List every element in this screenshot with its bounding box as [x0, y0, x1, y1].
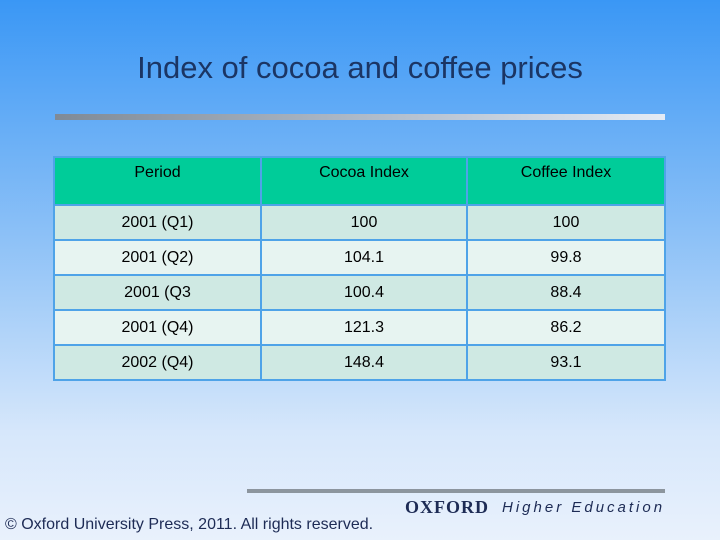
table-row: 2002 (Q4) 148.4 93.1 [53, 344, 666, 381]
table-cell: 100.4 [260, 274, 468, 311]
header-row: Period Cocoa Index Coffee Index [53, 156, 666, 206]
table-cell: 2001 (Q4) [53, 309, 262, 346]
table-cell: 2001 (Q2) [53, 239, 262, 276]
table-cell: 99.8 [466, 239, 666, 276]
table-row: 2001 (Q3 100.4 88.4 [53, 274, 666, 311]
copyright: © Oxford University Press, 2011. All rig… [5, 516, 374, 533]
header-cell: Period [53, 156, 262, 206]
title-rule [55, 114, 665, 120]
table-cell: 100 [260, 204, 468, 241]
division: Higher Education [502, 499, 666, 516]
footer-rule [247, 489, 665, 493]
header-cell: Coffee Index [466, 156, 666, 206]
header-cell: Cocoa Index [260, 156, 468, 206]
table-cell: 2002 (Q4) [53, 344, 262, 381]
table-cell: 88.4 [466, 274, 666, 311]
table-cell: 86.2 [466, 309, 666, 346]
table-cell: 121.3 [260, 309, 468, 346]
table-cell: 2001 (Q3 [53, 274, 262, 311]
table-cell: 93.1 [466, 344, 666, 381]
table-cell: 104.1 [260, 239, 468, 276]
price-table: Period Cocoa Index Coffee Index 2001 (Q1) 10… [53, 156, 666, 381]
table-cell: 148.4 [260, 344, 468, 381]
table-cell: 2001 (Q1) [53, 204, 262, 241]
slide-title: Index of cocoa and coffee prices [137, 50, 583, 85]
publisher-logo: OXFORD [405, 497, 489, 517]
table-row: 2001 (Q1) 100 100 [53, 204, 666, 241]
table-row: 2001 (Q4) 121.3 86.2 [53, 309, 666, 346]
table-row: 2001 (Q2) 104.1 99.8 [53, 239, 666, 276]
table-cell: 100 [466, 204, 666, 241]
